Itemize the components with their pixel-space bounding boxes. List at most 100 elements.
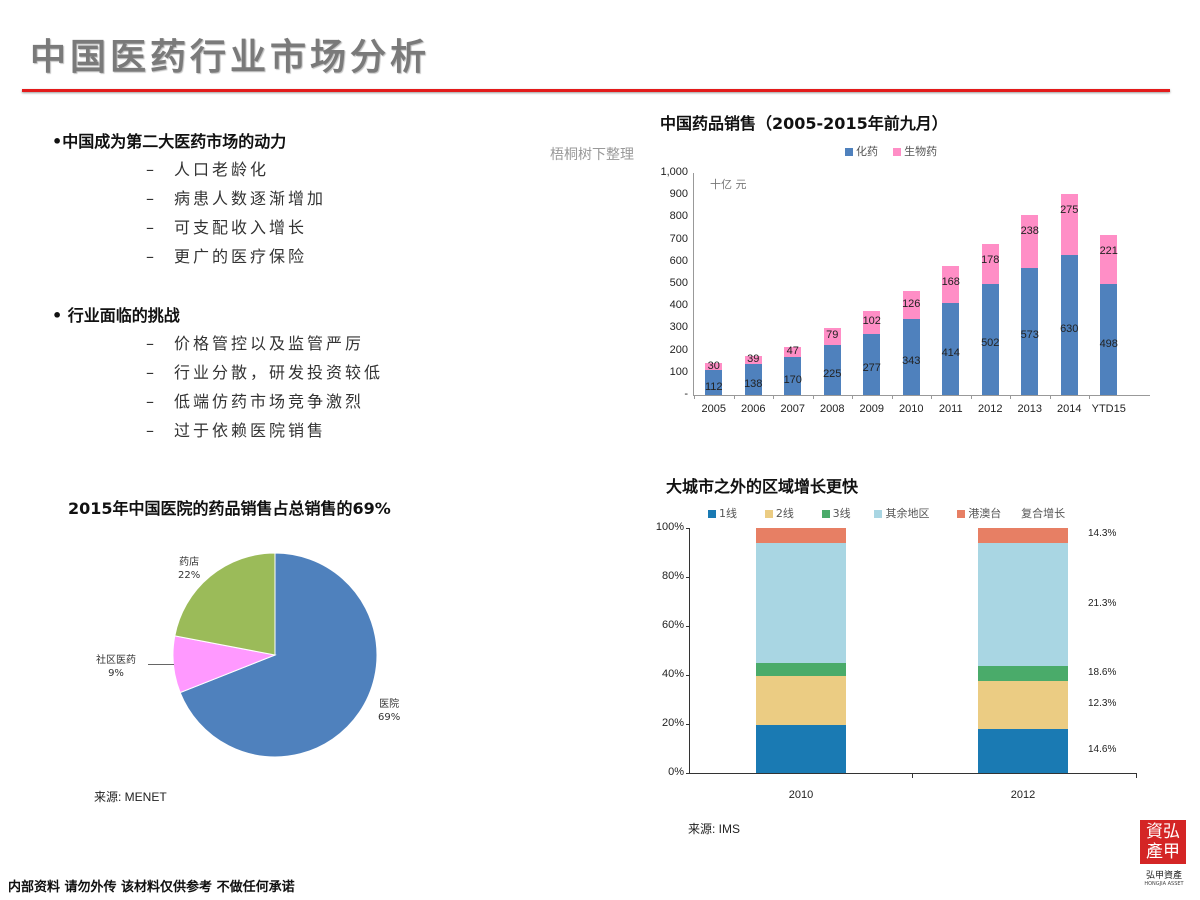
bar-value-label: 221 bbox=[1099, 245, 1118, 258]
y-tick bbox=[686, 773, 690, 774]
bar-chemical bbox=[863, 333, 881, 395]
y-tick-label: 80% bbox=[661, 570, 684, 582]
bullet-item: – 病患人数逐渐增加 bbox=[146, 189, 327, 208]
bullet-item: – 低端仿药市场竞争激烈 bbox=[146, 392, 365, 411]
pie-source: 来源: MENET bbox=[94, 790, 167, 804]
x-category-label: 2011 bbox=[938, 403, 963, 415]
bullet-item: – 可支配收入增长 bbox=[146, 218, 308, 237]
legend-swatch bbox=[893, 148, 902, 156]
bar-value-label: 126 bbox=[902, 297, 921, 310]
bullet-item: – 更广的医疗保险 bbox=[146, 247, 308, 266]
legend-item-hkmt: 港澳台 bbox=[957, 507, 1001, 520]
bar-value-label: 277 bbox=[862, 362, 881, 375]
bar-bio bbox=[823, 327, 841, 346]
region-chart-title: 大城市之外的区域增长更快 bbox=[666, 477, 859, 496]
bar-value-label: 112 bbox=[704, 380, 723, 393]
x-tick bbox=[1136, 773, 1137, 778]
company-logo: 資弘 產甲 弘甲資產 HONGJIA ASSET bbox=[1140, 820, 1188, 892]
x-tick bbox=[1049, 395, 1051, 399]
sales-chart-legend: 化药 生物药 bbox=[845, 140, 947, 159]
cagr-label: 14.6% bbox=[1088, 743, 1117, 755]
x-category-label: 2012 bbox=[978, 403, 1003, 415]
bar-value-label: 102 bbox=[862, 315, 881, 328]
bar-chemical bbox=[1060, 255, 1078, 395]
bar-value-label: 47 bbox=[786, 345, 799, 358]
y-tick-label: 60% bbox=[661, 619, 684, 631]
bar-bio bbox=[1060, 194, 1078, 256]
pie-label-pharmacy: 药店 22% bbox=[178, 557, 201, 581]
cagr-label: 14.3% bbox=[1088, 528, 1117, 540]
x-category-label: 2010 bbox=[899, 403, 924, 415]
bar-chemical bbox=[823, 345, 841, 395]
region-y-axis bbox=[689, 528, 690, 774]
x-category-label: 2014 bbox=[1057, 403, 1082, 415]
bar-bio bbox=[942, 265, 960, 304]
bullet-item: – 过于依赖医院销售 bbox=[146, 421, 327, 440]
stack-segment bbox=[978, 542, 1068, 667]
bar-chemical bbox=[1100, 284, 1118, 395]
x-tick bbox=[773, 395, 774, 399]
bar-bio bbox=[1021, 214, 1039, 268]
y-tick-label: 900 bbox=[669, 188, 688, 201]
bar-value-label: 630 bbox=[1060, 323, 1079, 336]
bar-bio bbox=[902, 290, 920, 319]
bar-value-label: 238 bbox=[1020, 224, 1039, 237]
x-category-label: YTD15 bbox=[1091, 403, 1126, 415]
bar-value-label: 30 bbox=[707, 359, 720, 372]
x-tick bbox=[970, 395, 972, 399]
bullet-section-challenges: • 行业面临的挑战 – 价格管控以及监管严厉 – 行业分散，研发投资较低 – 低端仿药… bbox=[52, 302, 472, 446]
stack-segment bbox=[756, 676, 846, 726]
bar-bio bbox=[981, 244, 999, 284]
x-category-label: 2006 bbox=[741, 403, 766, 415]
x-category-label: 2013 bbox=[1017, 403, 1042, 415]
bullet-item: – 人口老龄化 bbox=[146, 160, 270, 179]
stack-segment bbox=[756, 528, 846, 543]
y-tick-label: 300 bbox=[669, 321, 688, 334]
y-tick bbox=[686, 528, 690, 529]
legend-item-chemical: 化药 bbox=[845, 145, 878, 158]
pie-leader-community bbox=[148, 664, 174, 665]
bar-chemical bbox=[744, 364, 762, 395]
bar-chemical bbox=[981, 283, 999, 395]
y-tick bbox=[686, 577, 690, 578]
bar-value-label: 498 bbox=[1099, 337, 1118, 350]
bar-bio bbox=[784, 346, 802, 358]
bullet-heading: •中国成为第二大医药市场的动力 bbox=[52, 132, 287, 151]
y-tick-label: 200 bbox=[669, 343, 688, 356]
bar-value-label: 502 bbox=[981, 337, 1000, 350]
x-tick bbox=[1089, 395, 1090, 399]
bar-bio bbox=[705, 363, 723, 371]
cagr-label: 12.3% bbox=[1088, 698, 1117, 709]
x-tick bbox=[912, 773, 913, 778]
logo-subcaption: HONGJIA ASSET bbox=[1144, 881, 1184, 887]
stack-segment bbox=[978, 728, 1068, 773]
y-axis bbox=[693, 173, 694, 395]
stack-segment bbox=[756, 662, 846, 677]
x-category-label: 2008 bbox=[820, 403, 845, 415]
bar-value-label: 170 bbox=[783, 374, 802, 387]
stack-segment bbox=[978, 681, 1068, 729]
legend-item-tier1: 1线 bbox=[708, 507, 737, 520]
bar-value-label: 343 bbox=[902, 354, 921, 367]
bar-chemical bbox=[902, 318, 920, 395]
bullet-item: – 价格管控以及监管严厉 bbox=[146, 334, 365, 353]
cagr-header: 复合增长 bbox=[1021, 507, 1066, 520]
x-category-label: 2007 bbox=[780, 403, 805, 415]
bar-chemical bbox=[705, 370, 723, 395]
x-category-label: 2012 bbox=[1010, 789, 1036, 801]
pie-label-community: 社区医药 9% bbox=[96, 655, 136, 679]
cagr-label: 21.3% bbox=[1088, 597, 1117, 609]
y-tick-label: 800 bbox=[669, 210, 688, 223]
legend-item-tier2: 2线 bbox=[764, 507, 794, 520]
bar-bio bbox=[1100, 235, 1118, 285]
region-source: 来源: IMS bbox=[688, 822, 741, 836]
y-tick-label: 1,000 bbox=[660, 166, 688, 178]
legend-item-bio: 生物药 bbox=[893, 145, 937, 158]
sales-unit-label: 十亿 元 bbox=[710, 178, 747, 191]
x-category-label: 2010 bbox=[788, 789, 814, 801]
title-divider bbox=[22, 89, 1170, 92]
bar-value-label: 79 bbox=[826, 329, 839, 342]
pie-graphic bbox=[172, 552, 378, 758]
bar-value-label: 275 bbox=[1060, 204, 1079, 217]
bar-bio bbox=[863, 310, 881, 334]
